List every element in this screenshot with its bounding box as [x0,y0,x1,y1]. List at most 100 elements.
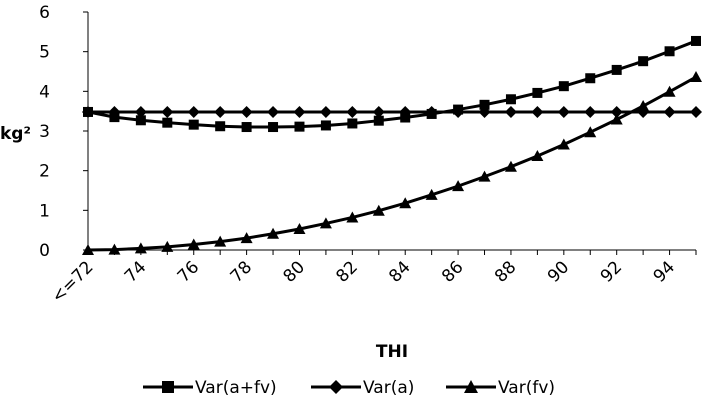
data-point [478,105,491,118]
data-point [610,113,623,125]
data-point [267,227,280,239]
x-tick-label: 82 [332,257,361,286]
series-2 [82,71,702,255]
data-point [584,126,597,138]
legend-marker [162,381,174,393]
data-point [425,188,438,200]
data-point [372,204,385,216]
data-point [294,121,305,132]
data-point [399,197,412,209]
data-point [161,105,174,118]
data-point [293,105,306,118]
legend-item: Var(a) [311,378,414,398]
data-point [134,242,147,254]
data-point [240,105,253,118]
x-tick-label: 80 [280,257,309,286]
x-tick-label: 94 [650,257,679,286]
data-point [241,122,252,133]
data-point [637,100,650,112]
data-point [108,243,121,255]
x-tick-label: 92 [597,257,626,286]
y-tick-label: 0 [39,241,50,261]
y-tick-label: 5 [39,43,50,63]
data-point [268,122,279,133]
data-point [479,99,490,110]
x-axis: <=72 74 76 78 80 82 84 86 88 90 92 94 [48,249,697,307]
x-tick-label: 90 [544,257,573,286]
data-point [373,115,384,126]
y-axis-title: kg² [0,124,31,144]
data-point [504,160,517,172]
legend-marker [464,380,478,393]
data-point [293,222,306,234]
series-0 [83,35,701,133]
data-point [162,117,173,128]
data-point [610,105,623,118]
legend-marker [329,380,343,394]
data-point [690,71,702,83]
y-axis: 0 1 2 3 4 5 6 [39,3,89,261]
data-point [611,64,622,75]
data-point [478,170,491,182]
series-line [87,75,697,252]
data-point [215,121,226,132]
data-point [372,105,385,118]
data-point [585,73,596,84]
data-point [557,105,570,118]
data-point [663,85,676,97]
data-point [505,94,516,105]
x-tick-label: 84 [385,257,414,286]
y-tick-label: 6 [39,3,50,23]
data-point [664,46,675,57]
data-point [638,56,649,67]
data-point [452,180,465,192]
y-tick-label: 3 [39,122,50,142]
data-point [532,87,543,98]
legend-item: Var(fv) [446,378,555,398]
series-line [87,39,697,129]
data-point [531,149,544,161]
x-tick-label: 76 [174,257,203,286]
data-point [691,35,701,46]
data-point [214,105,227,118]
x-tick-label: 88 [491,257,520,286]
legend-item: Var(a+fv) [143,378,277,398]
data-point [399,105,412,118]
plot-area [82,35,702,255]
x-tick-label: 74 [121,257,150,286]
data-point [346,105,359,118]
legend-label: Var(a) [363,378,414,398]
data-point [188,119,199,130]
data-point [346,211,359,223]
data-point [690,105,702,118]
x-axis-title: THI [376,342,408,362]
data-point [557,138,570,150]
data-point [504,105,517,118]
data-point [531,105,544,118]
data-point [108,105,121,118]
data-point [134,105,147,118]
data-point [347,118,358,129]
data-point [663,105,676,118]
data-point [319,105,332,118]
y-tick-label: 1 [39,201,50,221]
data-point [319,217,332,229]
legend-label: Var(fv) [498,378,555,398]
series-1 [82,105,702,118]
data-point [187,105,200,118]
legend-label: Var(a+fv) [195,378,277,398]
data-point [558,81,569,92]
y-tick-label: 4 [39,82,50,102]
data-point [320,120,331,131]
y-tick-label: 2 [39,162,50,182]
data-point [240,232,253,244]
data-point [452,105,465,118]
data-point [584,105,597,118]
x-tick-label: <=72 [48,257,98,307]
data-point [135,115,146,126]
x-tick-label: 78 [227,257,256,286]
data-point [267,105,280,118]
x-tick-label: 86 [438,257,467,286]
data-point [425,105,438,118]
